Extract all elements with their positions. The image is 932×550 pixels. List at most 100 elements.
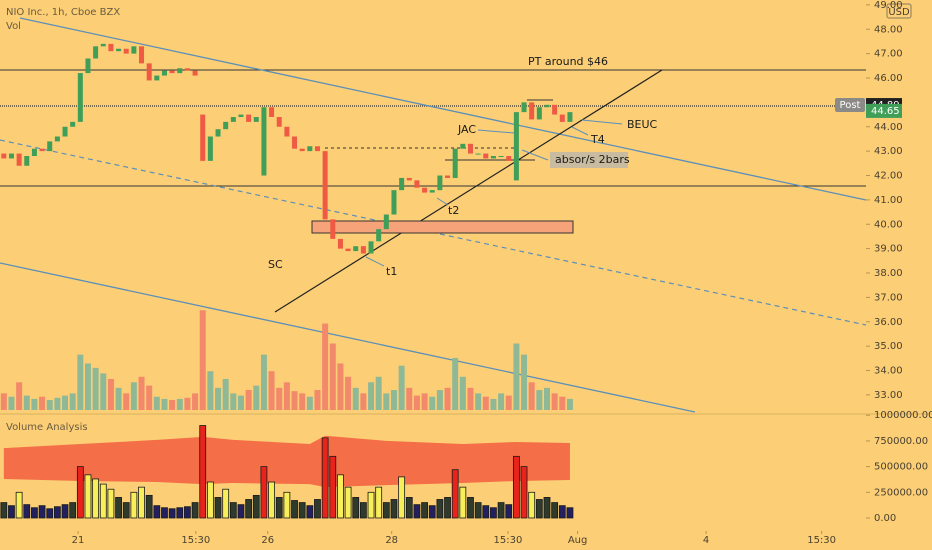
candle-body (414, 180, 420, 188)
y-tick-label: 33.00 (874, 390, 903, 401)
volume-analysis-bar (31, 507, 38, 519)
volume-analysis-bar (176, 507, 184, 519)
candle-body (399, 177, 405, 191)
candle-body (269, 107, 275, 118)
candle-body (422, 187, 428, 193)
volume-bar (314, 390, 321, 410)
candle-body (330, 219, 336, 239)
candle-body (292, 136, 298, 149)
candle-body (16, 153, 22, 166)
volume-bar (299, 393, 306, 410)
volume-bar (375, 376, 382, 410)
volume-bar (39, 396, 46, 410)
volume-analysis-bar (344, 486, 352, 519)
currency-badge[interactable] (886, 3, 912, 19)
volume-analysis-bar (490, 507, 497, 519)
candle-body (177, 68, 183, 74)
candles (1, 43, 573, 254)
y-tick-label: 36.00 (874, 317, 903, 328)
x-tick-label: 21 (72, 535, 85, 546)
volume-bar (337, 363, 344, 410)
annotation: JAC (457, 123, 476, 136)
volume-bar (513, 343, 520, 410)
volume-bar (69, 393, 76, 410)
volume-analysis-bar (92, 478, 100, 519)
volume-analysis-bar (505, 504, 513, 519)
volume-bar (84, 363, 91, 410)
x-tick-label: 28 (385, 535, 398, 546)
volume-bar (452, 357, 459, 410)
volume-bar (360, 393, 367, 410)
y-tick-label: 34.00 (874, 366, 903, 377)
volume-analysis-bar (99, 483, 107, 519)
volume-bar (467, 387, 474, 410)
volume-overlay (0, 310, 573, 410)
volume-analysis-bar (451, 469, 459, 519)
candle-body (475, 153, 481, 155)
volume-band (3, 435, 570, 488)
candle-body (100, 43, 106, 47)
volume-bar (0, 393, 7, 410)
candle-body (513, 112, 519, 181)
volume-analysis-bar (444, 497, 451, 519)
volume-bar (559, 396, 566, 410)
volume-analysis-bar (229, 502, 237, 519)
annotation: absor/s 2bars (555, 153, 630, 166)
y-tick-label: 0.00 (874, 513, 896, 524)
annotation: SC (268, 258, 283, 271)
volume-analysis-bar (8, 505, 15, 519)
volume-analysis-bar (191, 502, 199, 519)
volume-analysis-bar (53, 506, 61, 519)
candle-body (108, 43, 114, 52)
volume-analysis-bar (161, 507, 168, 519)
arrow (436, 197, 449, 206)
volume-bar (138, 376, 145, 410)
volume-bar (161, 398, 168, 410)
arrow (477, 129, 515, 134)
candle-body (483, 153, 489, 159)
candle-body (276, 117, 282, 127)
volume-analysis-bar (138, 486, 145, 519)
candle-body (70, 121, 76, 127)
volume-bar (62, 395, 69, 410)
volume-bar (207, 371, 214, 410)
candle-body (337, 238, 343, 249)
candle-body (521, 102, 527, 113)
volume-analysis-bar (398, 476, 406, 519)
volume-bar (31, 398, 38, 410)
volume-bar (23, 395, 30, 410)
volume-analysis-bar (367, 491, 375, 519)
candle-body (529, 102, 535, 120)
volume-analysis-bar (153, 505, 161, 519)
volume-bar (459, 376, 466, 410)
volume-bar (8, 396, 15, 410)
volume-bar (383, 393, 390, 410)
volume-analysis-bar (107, 488, 115, 519)
candle-body (169, 70, 175, 74)
candle-body (161, 70, 167, 76)
volume-analysis-bar (474, 502, 482, 519)
candle-body (437, 175, 443, 191)
candle-body (200, 114, 206, 161)
volume-bar (322, 323, 329, 410)
volume-bar (436, 390, 443, 410)
candle-body (192, 70, 198, 76)
y-tick-label: 44.00 (874, 122, 903, 133)
volume-analysis-bar (405, 497, 413, 519)
candle-body (368, 241, 374, 254)
candle-body (445, 175, 451, 178)
candle-body (460, 143, 466, 149)
candle-body (261, 107, 267, 176)
channel-line (19, 17, 867, 201)
volume-analysis-bar (298, 502, 306, 519)
y-tick-label: 42.00 (874, 171, 903, 182)
volume-analysis-bar (184, 506, 191, 519)
volume-bar (368, 382, 375, 410)
volume-analysis-bar (482, 505, 490, 519)
y-tick-label: 39.00 (874, 244, 903, 255)
volume-analysis-bar (214, 497, 222, 519)
candle-body (552, 104, 558, 115)
volume-analysis-bar (436, 499, 444, 519)
volume-bar (115, 387, 122, 410)
candle-body (131, 46, 137, 54)
